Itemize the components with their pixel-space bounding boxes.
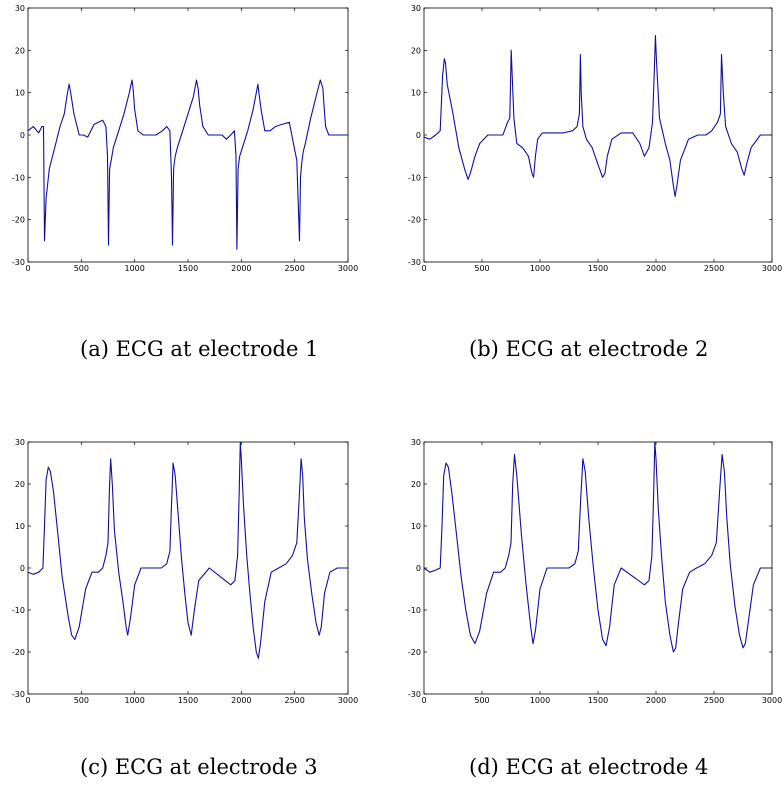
y-tick-label: 0 <box>416 564 421 573</box>
y-tick-label: 10 <box>411 522 421 531</box>
y-tick-label: 20 <box>411 46 421 55</box>
y-tick-label: 10 <box>411 89 421 98</box>
chart-panel-d: 0 500 1000 1500 2000 2500 3000 -30 -20 -10 0 10 20 30… <box>392 400 784 799</box>
plot-frame-b <box>423 7 773 263</box>
caption-a: (a) ECG at electrode 1 <box>80 337 319 361</box>
y-tick-label: -30 <box>12 258 25 267</box>
y-tick-label: 30 <box>15 4 25 13</box>
x-tick-label: 0 <box>421 264 426 273</box>
x-tick-label: 1500 <box>178 696 198 705</box>
y-tick-label: 20 <box>411 480 421 489</box>
caption-c: (c) ECG at electrode 3 <box>80 755 318 779</box>
y-tick-label: 0 <box>20 131 25 140</box>
ecg-series-line <box>27 79 348 250</box>
x-tick-label: 0 <box>25 696 30 705</box>
y-tick-label: 20 <box>15 480 25 489</box>
y-tick-label: 10 <box>15 522 25 531</box>
x-tick-label: 3000 <box>338 696 358 705</box>
y-tick-label: -30 <box>12 690 25 699</box>
x-tick-label: 3000 <box>762 264 782 273</box>
x-tick-label: 0 <box>421 696 426 705</box>
x-tick-label: 1000 <box>530 696 550 705</box>
x-tick-label: 500 <box>74 696 89 705</box>
y-tick-label: -10 <box>408 173 421 182</box>
x-tick-label: 1000 <box>124 696 144 705</box>
x-tick-label: 2500 <box>704 264 724 273</box>
x-tick-label: 2000 <box>231 264 251 273</box>
x-tick-label: 2000 <box>646 264 666 273</box>
chart-svg-a: 0 500 1000 1500 2000 2500 3000 -30 -20 -10 0 10 20 30 <box>12 4 358 273</box>
y-tick-label: -10 <box>408 606 421 615</box>
y-tick-label: 30 <box>15 438 25 447</box>
caption-d: (d) ECG at electrode 4 <box>469 755 709 779</box>
x-tick-label: 3000 <box>338 264 358 273</box>
x-tick-label: 1000 <box>124 264 144 273</box>
plot-frame-c <box>27 441 349 695</box>
chart-panel-c: 0 500 1000 1500 2000 2500 3000 -30 -20 -10 0 10 20 30… <box>0 400 392 799</box>
x-tick-label: 2000 <box>646 696 666 705</box>
ecg-series-line <box>27 441 348 659</box>
x-tick-label: 1500 <box>588 696 608 705</box>
x-tick-label: 2500 <box>284 264 304 273</box>
y-tick-label: 30 <box>411 4 421 13</box>
plot-frame-d <box>423 441 773 695</box>
y-tick-label: 0 <box>20 564 25 573</box>
chart-svg-b: 0 500 1000 1500 2000 2500 3000 -30 -20 -10 0 10 20 30 <box>408 4 782 273</box>
x-tick-label: 1000 <box>530 264 550 273</box>
chart-svg-c: 0 500 1000 1500 2000 2500 3000 -30 -20 -10 0 10 20 30 <box>12 438 358 705</box>
x-tick-label: 500 <box>474 696 489 705</box>
x-tick-label: 2000 <box>231 696 251 705</box>
x-tick-label: 500 <box>74 264 89 273</box>
y-tick-label: -20 <box>12 216 25 225</box>
y-tick-label: -10 <box>12 173 25 182</box>
ecg-series-line <box>423 34 772 197</box>
y-tick-label: -20 <box>408 216 421 225</box>
chart-panel-a: 0 500 1000 1500 2000 2500 3000 -30 -20 -10 0 10 20 30… <box>0 0 392 400</box>
y-tick-label: 30 <box>411 438 421 447</box>
chart-panel-b: 0 500 1000 1500 2000 2500 3000 -30 -20 -10 0 10 20 30… <box>392 0 784 400</box>
ecg-series-line <box>423 441 772 653</box>
y-tick-label: -20 <box>408 648 421 657</box>
y-tick-label: -10 <box>12 606 25 615</box>
y-tick-label: -30 <box>408 690 421 699</box>
x-tick-label: 2500 <box>284 696 304 705</box>
x-tick-label: 1500 <box>588 264 608 273</box>
x-tick-label: 500 <box>474 264 489 273</box>
x-tick-label: 2500 <box>704 696 724 705</box>
chart-svg-d: 0 500 1000 1500 2000 2500 3000 -30 -20 -10 0 10 20 30 <box>408 438 782 705</box>
y-tick-label: -30 <box>408 258 421 267</box>
caption-b: (b) ECG at electrode 2 <box>469 337 709 361</box>
y-tick-label: 0 <box>416 131 421 140</box>
y-tick-label: 10 <box>15 89 25 98</box>
y-tick-label: 20 <box>15 46 25 55</box>
x-tick-label: 3000 <box>762 696 782 705</box>
x-tick-label: 0 <box>25 264 30 273</box>
y-tick-label: -20 <box>12 648 25 657</box>
x-tick-label: 1500 <box>178 264 198 273</box>
